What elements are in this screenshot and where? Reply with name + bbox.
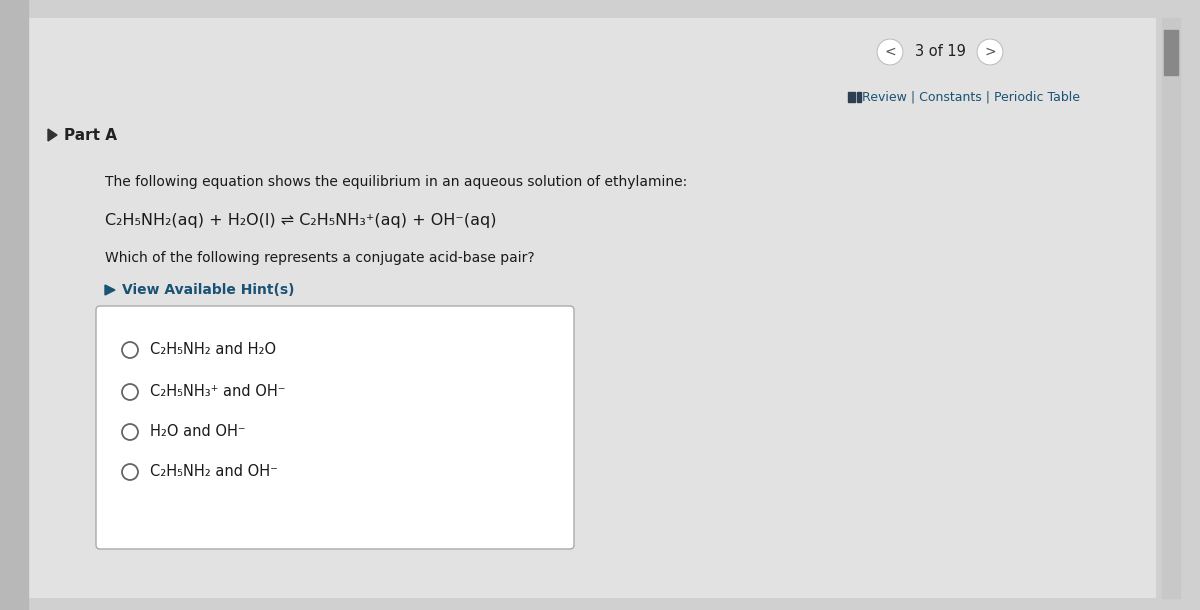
Text: The following equation shows the equilibrium in an aqueous solution of ethylamin: The following equation shows the equilib…: [106, 175, 688, 189]
Circle shape: [877, 39, 904, 65]
Polygon shape: [106, 285, 115, 295]
Polygon shape: [48, 129, 58, 141]
Bar: [848, 92, 854, 102]
Circle shape: [122, 424, 138, 440]
Circle shape: [122, 384, 138, 400]
Bar: [857, 92, 862, 102]
Text: >: >: [984, 45, 996, 59]
Text: Which of the following represents a conjugate acid-base pair?: Which of the following represents a conj…: [106, 251, 535, 265]
Text: <: <: [884, 45, 896, 59]
Text: C₂H₅NH₂ and OH⁻: C₂H₅NH₂ and OH⁻: [150, 464, 278, 479]
Text: C₂H₅NH₂ and H₂O: C₂H₅NH₂ and H₂O: [150, 342, 276, 357]
Circle shape: [122, 464, 138, 480]
Circle shape: [977, 39, 1003, 65]
Text: H₂O and OH⁻: H₂O and OH⁻: [150, 425, 246, 439]
Text: C₂H₅NH₂(aq) + H₂O(l) ⇌ C₂H₅NH₃⁺(aq) + OH⁻(aq): C₂H₅NH₂(aq) + H₂O(l) ⇌ C₂H₅NH₃⁺(aq) + OH…: [106, 212, 497, 228]
Text: View Available Hint(s): View Available Hint(s): [122, 283, 294, 297]
Circle shape: [122, 342, 138, 358]
Bar: [1164, 30, 1178, 75]
FancyBboxPatch shape: [96, 306, 574, 549]
Bar: [1162, 18, 1180, 598]
Bar: [0, 0, 28, 610]
Text: 3 of 19: 3 of 19: [914, 45, 966, 60]
Text: C₂H₅NH₃⁺ and OH⁻: C₂H₅NH₃⁺ and OH⁻: [150, 384, 286, 400]
Text: Part A: Part A: [64, 127, 118, 143]
FancyBboxPatch shape: [28, 18, 1156, 598]
Text: Review | Constants | Periodic Table: Review | Constants | Periodic Table: [862, 90, 1080, 104]
